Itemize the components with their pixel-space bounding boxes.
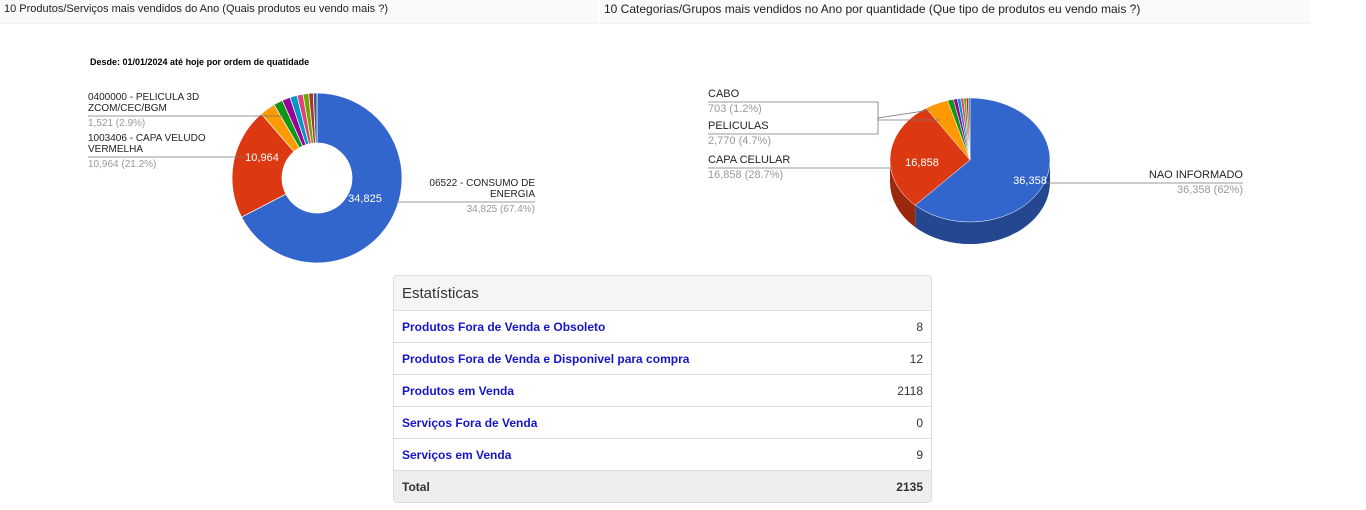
category-label: 1003406 - CAPA VELUDO VERMELHA xyxy=(88,133,206,155)
percent-label: 2,770 (4.7%) xyxy=(708,135,771,147)
pie-slice xyxy=(968,97,971,161)
panel-header: 10 Categorias/Grupos mais vendidos no An… xyxy=(600,0,1310,24)
value-label: 34,825 xyxy=(348,193,382,205)
title-text: Estatísticas xyxy=(402,284,479,302)
total-row: Total 2135 xyxy=(394,470,931,502)
value-label: 16,858 xyxy=(905,157,939,169)
percent-label: 10,964 (21.2%) xyxy=(88,159,157,170)
percent-label: 1,521 (2.9%) xyxy=(88,118,146,129)
table-row: Produtos Fora de Venda e Obsoleto 8 xyxy=(394,310,931,342)
chart-title: Desde: 01/01/2024 até hoje por ordem de … xyxy=(90,57,310,67)
row-link[interactable]: Produtos Fora de Venda e Disponivel para… xyxy=(402,351,690,366)
panel-header: 10 Produtos/Serviços mais vendidos do An… xyxy=(0,0,598,24)
percent-label: 36,358 (62%) xyxy=(1176,184,1243,196)
leader-line xyxy=(708,109,931,135)
category-label: CABO xyxy=(708,88,740,100)
pie-slice xyxy=(312,92,318,144)
table-row: Produtos Fora de Venda e Disponivel para… xyxy=(394,342,931,374)
value-label: 10,964 xyxy=(245,152,279,164)
row-value: 12 xyxy=(909,351,923,366)
pie-slice xyxy=(889,107,971,206)
total-value: 2135 xyxy=(896,479,923,494)
pie-slice xyxy=(231,113,295,218)
row-link[interactable]: Produtos Fora de Venda e Obsoleto xyxy=(402,319,606,334)
statistics-table: Estatísticas Produtos Fora de Venda e Ob… xyxy=(393,275,932,503)
row-value: 9 xyxy=(916,447,923,462)
category-label: CAPA CELULAR xyxy=(708,154,791,166)
value-label: 36,358 xyxy=(1013,175,1047,187)
table-title: Estatísticas xyxy=(394,276,931,310)
category-label: PELICULAS xyxy=(708,120,769,132)
table-row: Produtos em Venda 2118 xyxy=(394,374,931,406)
leader-line xyxy=(708,101,940,121)
table-row: Serviços em Venda 9 xyxy=(394,438,931,470)
pie-slice-side xyxy=(915,160,1050,245)
row-value: 8 xyxy=(916,319,923,334)
percent-label: 16,858 (28.7%) xyxy=(708,169,784,181)
category-label: 0400000 - PELICULA 3D ZCOM/CEC/BGM xyxy=(88,92,200,114)
total-label: Total xyxy=(402,479,430,494)
row-link[interactable]: Serviços Fora de Venda xyxy=(402,415,538,430)
row-value: 0 xyxy=(916,415,923,430)
percent-label: 703 (1.2%) xyxy=(708,103,762,115)
charts xyxy=(88,92,1243,264)
pie-slice xyxy=(914,97,1051,223)
table-row: Serviços Fora de Venda 0 xyxy=(394,406,931,438)
row-link[interactable]: Serviços em Venda xyxy=(402,447,512,462)
pie-slice xyxy=(241,92,403,264)
percent-label: 34,825 (67.4%) xyxy=(466,204,535,215)
category-label: NAO INFORMADO xyxy=(1148,169,1243,181)
row-value: 2118 xyxy=(897,383,923,398)
category-label: 06522 - CONSUMO DE ENERGIA xyxy=(429,178,535,200)
row-link[interactable]: Produtos em Venda xyxy=(402,383,515,398)
